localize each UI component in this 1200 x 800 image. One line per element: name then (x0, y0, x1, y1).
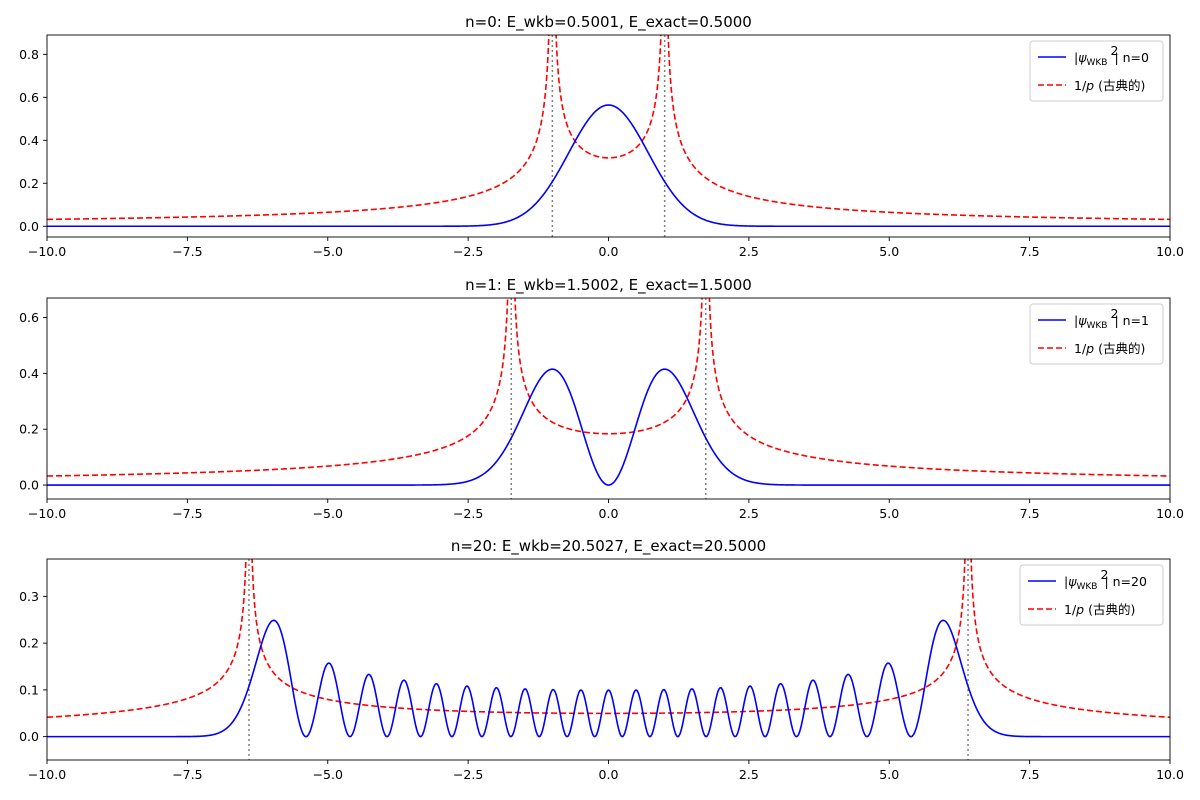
legend-label-psi: |ψWKB | n=20 (1064, 574, 1147, 592)
x-tick-label: −10.0 (28, 506, 66, 521)
series-inv-p (47, 298, 1170, 477)
x-tick-label: −2.5 (453, 244, 483, 259)
legend-inv-p: p (1085, 78, 1094, 93)
legend: |ψWKB | n=12 1/p (古典的) (1029, 303, 1164, 365)
x-tick-label: 5.0 (879, 767, 899, 782)
legend-psi-sup: 2 (1100, 567, 1108, 582)
legend-psi-tail: | n=20 (1104, 574, 1147, 589)
x-tick-label: 7.5 (1020, 244, 1040, 259)
x-tick-label: −2.5 (453, 506, 483, 521)
y-tick-label: 0.3 (19, 589, 39, 604)
y-tick-label: 0.6 (19, 90, 39, 105)
x-tick-label: 7.5 (1020, 506, 1040, 521)
x-tick-label: 10.0 (1156, 244, 1184, 259)
legend-inv-main: 1/ (1074, 341, 1087, 356)
legend-psi-main: |ψ (1064, 574, 1077, 589)
x-tick-label: −5.0 (313, 506, 343, 521)
legend-inv-p: p (1075, 602, 1084, 617)
subplot-2: n=20: E_wkb=20.5027, E_exact=20.5000 −10.… (19, 537, 1184, 782)
series-inv-p (47, 35, 1170, 221)
legend-psi-tail: | n=0 (1114, 50, 1149, 65)
legend-inv-tail: (古典的) (1084, 602, 1135, 617)
x-tick-label: −5.0 (313, 767, 343, 782)
legend-inv-tail: (古典的) (1094, 78, 1145, 93)
legend-inv-p: p (1085, 341, 1094, 356)
y-tick-label: 0.8 (19, 47, 39, 62)
subplot-1: n=1: E_wkb=1.5002, E_exact=1.5000 −10.0 −7… (19, 276, 1184, 521)
subplot-0: n=0: E_wkb=0.5001, E_exact=0.5000 −10.0 −7… (19, 13, 1184, 259)
legend: |ψWKB | n=202 1/p (古典的) (1019, 564, 1164, 626)
legend-psi-sub: WKB (1086, 58, 1107, 68)
legend-label-psi: |ψWKB | n=0 (1074, 50, 1149, 68)
x-tick-label: 5.0 (879, 244, 899, 259)
y-tick-label: 0.0 (19, 729, 39, 744)
x-tick-label: 0.0 (599, 506, 619, 521)
x-tick-label: −7.5 (172, 767, 202, 782)
y-tick-label: 0.1 (19, 682, 39, 697)
x-tick-label: 2.5 (739, 244, 759, 259)
y-tick-label: 0.0 (19, 219, 39, 234)
legend-label-inv-p: 1/p (古典的) (1074, 341, 1145, 356)
y-tick-label: 0.6 (19, 310, 39, 325)
axes-frame (46, 558, 1171, 761)
legend: |ψWKB | n=02 1/p (古典的) (1029, 40, 1164, 102)
series-psi-wkb (47, 368, 1170, 486)
x-tick-label: 5.0 (879, 506, 899, 521)
legend-psi-tail: | n=1 (1114, 313, 1149, 328)
axes-frame (46, 297, 1171, 500)
legend-psi-main: |ψ (1074, 313, 1087, 328)
x-tick-label: −2.5 (453, 767, 483, 782)
legend-psi-sub: WKB (1076, 582, 1097, 592)
x-tick-label: −7.5 (172, 244, 202, 259)
x-tick-label: 10.0 (1156, 767, 1184, 782)
x-tick-label: −5.0 (313, 244, 343, 259)
legend-psi-sup: 2 (1110, 306, 1118, 321)
subplot-title: n=1: E_wkb=1.5002, E_exact=1.5000 (465, 276, 752, 295)
legend-psi-sub: WKB (1086, 321, 1107, 331)
y-tick-label: 0.4 (19, 366, 39, 381)
subplot-title: n=0: E_wkb=0.5001, E_exact=0.5000 (465, 13, 752, 32)
x-tick-label: 0.0 (599, 244, 619, 259)
legend-label-inv-p: 1/p (古典的) (1064, 602, 1135, 617)
legend-label-psi: |ψWKB | n=1 (1074, 313, 1149, 331)
x-tick-label: 2.5 (739, 506, 759, 521)
x-tick-label: 2.5 (739, 767, 759, 782)
x-tick-label: −10.0 (28, 244, 66, 259)
series-psi-wkb (47, 619, 1170, 738)
legend-psi-main: |ψ (1074, 50, 1087, 65)
legend-inv-tail: (古典的) (1094, 341, 1145, 356)
subplot-title: n=20: E_wkb=20.5027, E_exact=20.5000 (451, 537, 766, 556)
x-tick-label: 10.0 (1156, 506, 1184, 521)
y-tick-label: 0.2 (19, 636, 39, 651)
x-tick-label: −10.0 (28, 767, 66, 782)
legend-inv-main: 1/ (1064, 602, 1077, 617)
series-psi-wkb (47, 104, 1170, 228)
x-tick-label: 0.0 (599, 767, 619, 782)
y-tick-label: 0.0 (19, 478, 39, 493)
y-tick-label: 0.2 (19, 176, 39, 191)
legend-inv-main: 1/ (1074, 78, 1087, 93)
axes-frame (46, 34, 1171, 238)
legend-label-inv-p: 1/p (古典的) (1074, 78, 1145, 93)
x-tick-label: −7.5 (172, 506, 202, 521)
y-tick-label: 0.2 (19, 422, 39, 437)
legend-psi-sup: 2 (1110, 43, 1118, 58)
series-inv-p (47, 559, 1170, 719)
y-tick-label: 0.4 (19, 133, 39, 148)
x-tick-label: 7.5 (1020, 767, 1040, 782)
